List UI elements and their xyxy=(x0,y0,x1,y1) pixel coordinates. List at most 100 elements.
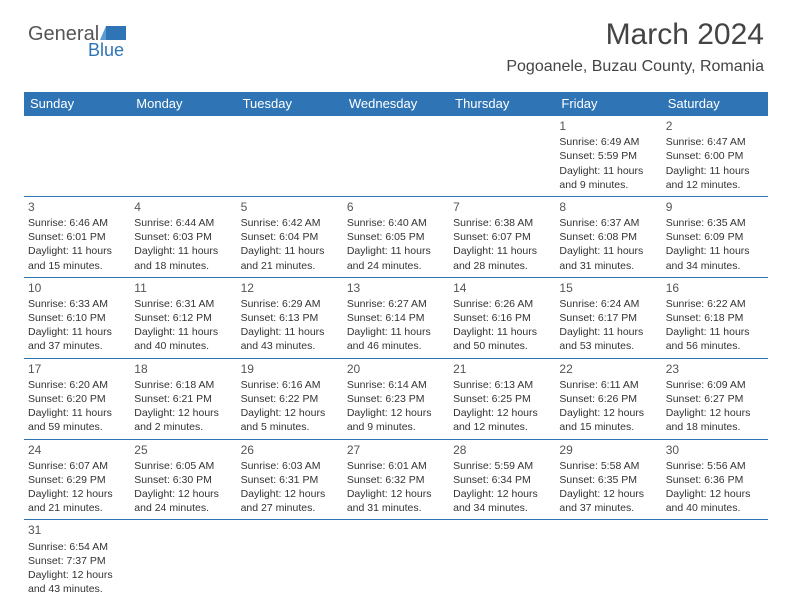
sunset-line: Sunset: 6:21 PM xyxy=(134,392,232,406)
daylight-line-1: Daylight: 12 hours xyxy=(666,487,764,501)
day-number: 17 xyxy=(28,361,126,377)
day-number: 31 xyxy=(28,522,126,538)
sunrise-line: Sunrise: 5:58 AM xyxy=(559,459,657,473)
sunset-line: Sunset: 6:29 PM xyxy=(28,473,126,487)
daylight-line-1: Daylight: 12 hours xyxy=(559,487,657,501)
calendar-cell: 31 Sunrise: 6:54 AMSunset: 7:37 PMDayligh… xyxy=(24,520,130,600)
calendar-cell xyxy=(237,520,343,600)
logo-flag-icon xyxy=(106,26,126,40)
sunset-line: Sunset: 6:36 PM xyxy=(666,473,764,487)
day-number: 22 xyxy=(559,361,657,377)
daylight-line-2: and 9 minutes. xyxy=(347,420,445,434)
calendar-cell: 7Sunrise: 6:38 AMSunset: 6:07 PMDaylight… xyxy=(449,196,555,277)
calendar-cell: 8Sunrise: 6:37 AMSunset: 6:08 PMDaylight… xyxy=(555,196,661,277)
sunrise-line: Sunrise: 6:16 AM xyxy=(241,378,339,392)
sunset-line: Sunset: 6:31 PM xyxy=(241,473,339,487)
daylight-line-1: Daylight: 11 hours xyxy=(666,164,764,178)
daylight-line-1: Daylight: 12 hours xyxy=(134,406,232,420)
sunset-line: Sunset: 5:59 PM xyxy=(559,149,657,163)
logo-word2: Blue xyxy=(88,40,124,60)
calendar-cell: 5Sunrise: 6:42 AMSunset: 6:04 PMDaylight… xyxy=(237,196,343,277)
calendar-cell: 3Sunrise: 6:46 AMSunset: 6:01 PMDaylight… xyxy=(24,196,130,277)
daylight-line-2: and 43 minutes. xyxy=(28,582,126,596)
sunrise-line: Sunrise: 6:46 AM xyxy=(28,216,126,230)
calendar-cell: 14Sunrise: 6:26 AMSunset: 6:16 PMDayligh… xyxy=(449,277,555,358)
sunrise-line: Sunrise: 6:07 AM xyxy=(28,459,126,473)
calendar-body: 1Sunrise: 6:49 AMSunset: 5:59 PMDaylight… xyxy=(24,116,768,601)
sunrise-line: Sunrise: 6:27 AM xyxy=(347,297,445,311)
sunset-line: Sunset: 6:30 PM xyxy=(134,473,232,487)
sunrise-line: Sunrise: 6:22 AM xyxy=(666,297,764,311)
calendar-cell: 30Sunrise: 5:56 AMSunset: 6:36 PMDayligh… xyxy=(662,439,768,520)
sunrise-line: Sunrise: 6:01 AM xyxy=(347,459,445,473)
sunset-line: Sunset: 6:14 PM xyxy=(347,311,445,325)
sunset-line: Sunset: 6:34 PM xyxy=(453,473,551,487)
day-number: 1 xyxy=(559,118,657,134)
calendar-cell xyxy=(130,116,236,197)
calendar-cell: 2Sunrise: 6:47 AMSunset: 6:00 PMDaylight… xyxy=(662,116,768,197)
daylight-line-1: Daylight: 12 hours xyxy=(241,406,339,420)
day-number: 14 xyxy=(453,280,551,296)
day-number: 10 xyxy=(28,280,126,296)
sunset-line: Sunset: 6:17 PM xyxy=(559,311,657,325)
daylight-line-2: and 12 minutes. xyxy=(666,178,764,192)
daylight-line-2: and 50 minutes. xyxy=(453,339,551,353)
sunrise-line: Sunrise: 6:31 AM xyxy=(134,297,232,311)
daylight-line-2: and 40 minutes. xyxy=(134,339,232,353)
day-number: 15 xyxy=(559,280,657,296)
sunrise-line: Sunrise: 6:18 AM xyxy=(134,378,232,392)
sunrise-line: Sunrise: 6:24 AM xyxy=(559,297,657,311)
sunrise-line: Sunrise: 5:59 AM xyxy=(453,459,551,473)
daylight-line-2: and 56 minutes. xyxy=(666,339,764,353)
calendar-cell: 22Sunrise: 6:11 AMSunset: 6:26 PMDayligh… xyxy=(555,358,661,439)
daylight-line-1: Daylight: 11 hours xyxy=(453,325,551,339)
calendar-cell xyxy=(449,116,555,197)
sunrise-line: Sunrise: 6:54 AM xyxy=(28,540,126,554)
day-number: 18 xyxy=(134,361,232,377)
sunset-line: Sunset: 6:04 PM xyxy=(241,230,339,244)
sunset-line: Sunset: 6:27 PM xyxy=(666,392,764,406)
sunset-line: Sunset: 6:32 PM xyxy=(347,473,445,487)
weekday-header: Thursday xyxy=(449,92,555,116)
daylight-line-1: Daylight: 11 hours xyxy=(347,325,445,339)
sunrise-line: Sunrise: 6:11 AM xyxy=(559,378,657,392)
calendar-cell: 10Sunrise: 6:33 AMSunset: 6:10 PMDayligh… xyxy=(24,277,130,358)
calendar-cell xyxy=(343,116,449,197)
daylight-line-1: Daylight: 11 hours xyxy=(559,164,657,178)
sunset-line: Sunset: 6:20 PM xyxy=(28,392,126,406)
weekday-header: Friday xyxy=(555,92,661,116)
daylight-line-1: Daylight: 11 hours xyxy=(28,244,126,258)
day-number: 30 xyxy=(666,442,764,458)
calendar-cell: 13Sunrise: 6:27 AMSunset: 6:14 PMDayligh… xyxy=(343,277,449,358)
daylight-line-1: Daylight: 12 hours xyxy=(453,487,551,501)
calendar-cell: 17Sunrise: 6:20 AMSunset: 6:20 PMDayligh… xyxy=(24,358,130,439)
logo: General Blue xyxy=(28,18,148,65)
day-number: 6 xyxy=(347,199,445,215)
sunset-line: Sunset: 6:10 PM xyxy=(28,311,126,325)
daylight-line-2: and 12 minutes. xyxy=(453,420,551,434)
day-number: 23 xyxy=(666,361,764,377)
daylight-line-1: Daylight: 12 hours xyxy=(347,487,445,501)
sunrise-line: Sunrise: 6:29 AM xyxy=(241,297,339,311)
sunset-line: Sunset: 6:26 PM xyxy=(559,392,657,406)
day-number: 13 xyxy=(347,280,445,296)
weekday-header: Sunday xyxy=(24,92,130,116)
sunset-line: Sunset: 6:05 PM xyxy=(347,230,445,244)
weekday-header: Wednesday xyxy=(343,92,449,116)
sunrise-line: Sunrise: 6:37 AM xyxy=(559,216,657,230)
day-number: 24 xyxy=(28,442,126,458)
sunset-line: Sunset: 7:37 PM xyxy=(28,554,126,568)
day-number: 21 xyxy=(453,361,551,377)
daylight-line-1: Daylight: 11 hours xyxy=(559,325,657,339)
daylight-line-2: and 21 minutes. xyxy=(28,501,126,515)
daylight-line-1: Daylight: 11 hours xyxy=(134,325,232,339)
daylight-line-1: Daylight: 12 hours xyxy=(28,568,126,582)
daylight-line-2: and 15 minutes. xyxy=(28,259,126,273)
daylight-line-2: and 59 minutes. xyxy=(28,420,126,434)
daylight-line-1: Daylight: 11 hours xyxy=(453,244,551,258)
calendar-cell: 24Sunrise: 6:07 AMSunset: 6:29 PMDayligh… xyxy=(24,439,130,520)
calendar-cell: 28Sunrise: 5:59 AMSunset: 6:34 PMDayligh… xyxy=(449,439,555,520)
sunrise-line: Sunrise: 6:26 AM xyxy=(453,297,551,311)
daylight-line-1: Daylight: 11 hours xyxy=(559,244,657,258)
calendar-cell: 16Sunrise: 6:22 AMSunset: 6:18 PMDayligh… xyxy=(662,277,768,358)
